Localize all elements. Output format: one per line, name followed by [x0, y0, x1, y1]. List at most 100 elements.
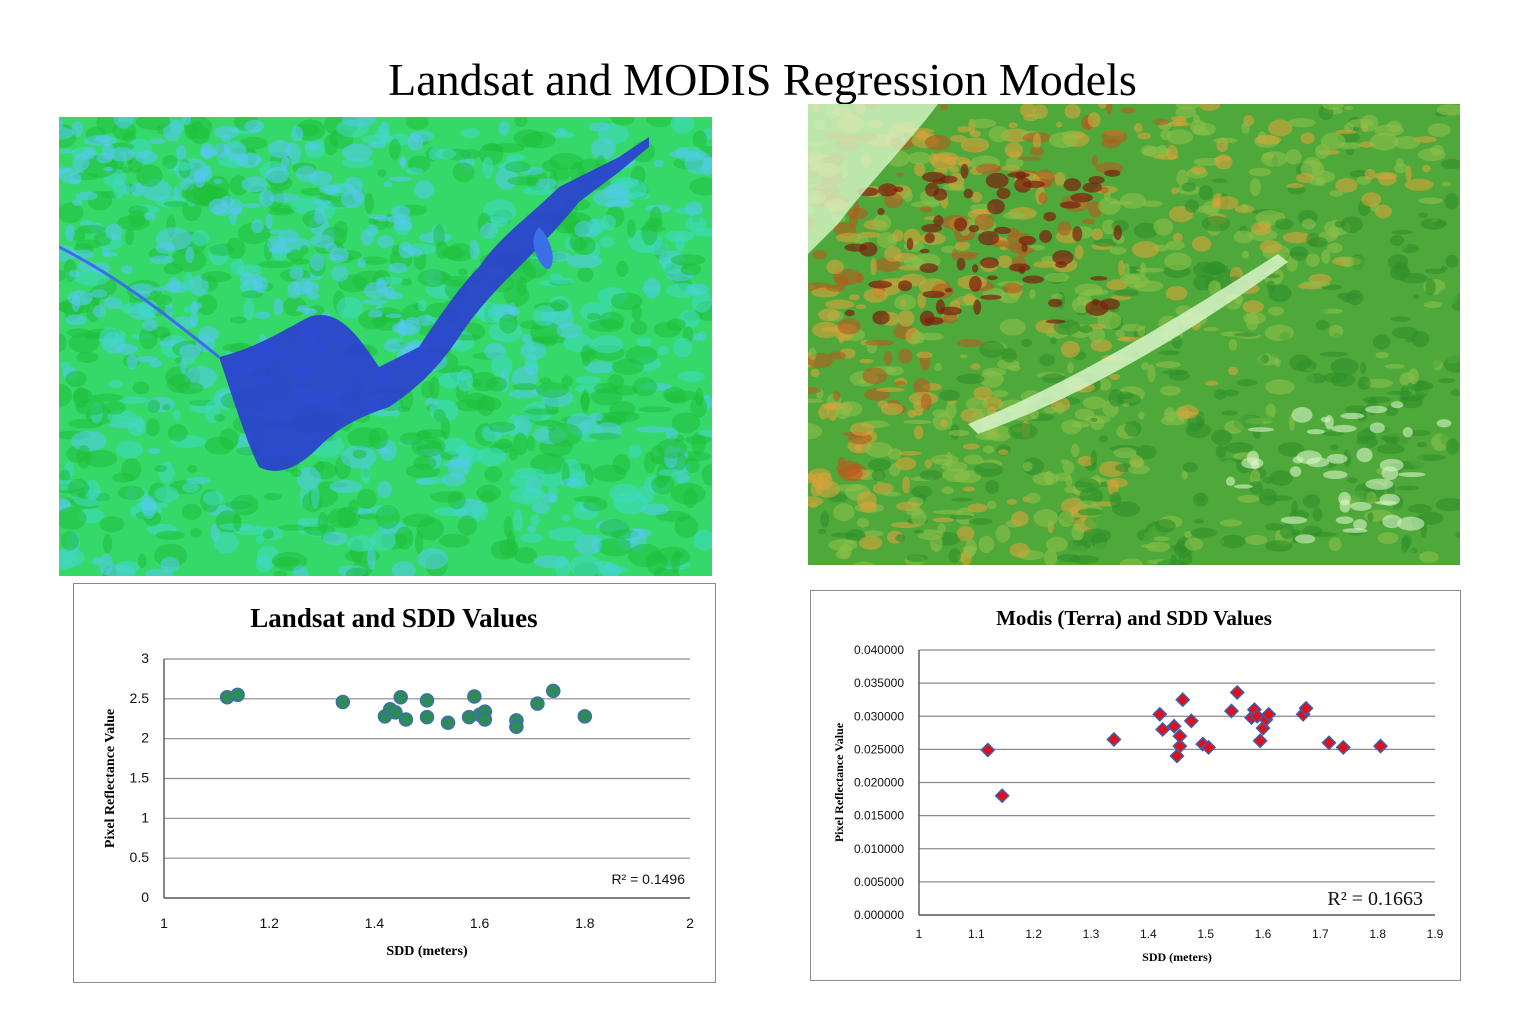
map-texture [1158, 350, 1180, 356]
x-tick-label: 1.1 [968, 927, 985, 941]
map-texture [1402, 427, 1413, 438]
map-texture [376, 169, 387, 177]
map-texture [932, 517, 955, 523]
map-texture [895, 534, 906, 542]
map-texture [1279, 331, 1291, 341]
map-texture [1206, 496, 1220, 513]
map-texture [191, 230, 210, 247]
x-tick-label: 1.5 [1197, 927, 1214, 941]
map-texture [251, 219, 264, 234]
y-tick-label: 1.5 [130, 770, 150, 786]
map-texture [429, 376, 440, 399]
map-texture [1113, 447, 1137, 459]
map-texture [300, 187, 326, 196]
map-texture [903, 256, 924, 269]
map-texture [913, 529, 925, 534]
map-texture [1087, 112, 1101, 128]
map-texture [1058, 510, 1075, 527]
map-texture [1440, 158, 1460, 170]
map-texture [99, 516, 125, 533]
map-texture [603, 565, 629, 574]
map-texture [1109, 373, 1121, 380]
map-texture [919, 310, 935, 327]
map-texture [1134, 123, 1143, 133]
map-texture [1166, 240, 1185, 251]
map-texture [213, 143, 230, 159]
map-texture [1366, 295, 1390, 307]
map-texture [59, 269, 66, 282]
map-texture [269, 193, 301, 203]
map-texture [949, 514, 974, 520]
map-texture [1441, 181, 1451, 187]
map-texture [441, 246, 465, 260]
map-texture [1051, 293, 1063, 300]
map-texture [897, 280, 913, 292]
map-texture [590, 335, 624, 354]
map-texture [511, 366, 538, 389]
map-texture [1088, 175, 1105, 185]
map-texture [1328, 537, 1342, 552]
map-texture [59, 118, 64, 130]
map-texture [903, 419, 932, 425]
map-texture [870, 257, 877, 276]
map-texture [548, 527, 585, 542]
map-texture [826, 284, 845, 292]
map-texture [1278, 442, 1305, 457]
river-line [59, 245, 220, 359]
map-texture [1349, 170, 1370, 178]
map-texture [65, 370, 87, 388]
y-tick-label: 2.5 [130, 690, 150, 706]
map-texture [72, 198, 83, 206]
map-texture [812, 250, 827, 260]
data-point [1106, 731, 1122, 747]
map-texture [391, 205, 411, 219]
map-texture [258, 189, 275, 208]
map-texture [1195, 205, 1219, 214]
map-texture [99, 553, 113, 576]
map-texture [59, 333, 67, 353]
map-texture [1417, 454, 1447, 461]
map-texture [103, 296, 123, 310]
data-point [477, 712, 493, 727]
map-texture [1329, 189, 1344, 197]
data-point [419, 709, 435, 725]
map-texture [1201, 215, 1231, 232]
map-texture [692, 130, 708, 148]
map-texture [556, 322, 583, 339]
map-texture [1011, 511, 1029, 527]
map-texture [395, 526, 414, 550]
map-texture [1398, 472, 1426, 478]
map-texture [322, 531, 348, 546]
map-texture [997, 255, 1013, 268]
map-texture [561, 375, 573, 388]
map-texture [296, 466, 321, 491]
map-texture [590, 137, 616, 160]
map-texture [103, 252, 119, 257]
map-texture [120, 265, 133, 274]
map-texture [588, 432, 621, 440]
map-texture [1146, 541, 1171, 553]
map-texture [875, 387, 905, 393]
map-texture [1081, 218, 1096, 225]
map-texture [413, 455, 437, 471]
map-texture [1330, 357, 1359, 376]
map-texture [1390, 316, 1411, 322]
map-texture [76, 445, 92, 469]
map-texture [907, 151, 931, 165]
map-texture [1069, 555, 1099, 565]
map-texture [919, 332, 944, 341]
map-texture [361, 134, 395, 145]
map-texture [389, 138, 401, 161]
r-squared-annotation: R² = 0.1496 [611, 871, 685, 887]
map-texture [667, 396, 688, 404]
map-texture [1356, 447, 1373, 463]
map-texture [963, 293, 976, 306]
map-texture [370, 529, 397, 551]
map-texture [438, 533, 470, 548]
map-texture [90, 289, 108, 298]
map-texture [1041, 373, 1066, 384]
map-texture [986, 275, 998, 281]
map-texture [1008, 423, 1038, 440]
map-texture [1172, 232, 1183, 242]
map-texture [965, 539, 977, 557]
